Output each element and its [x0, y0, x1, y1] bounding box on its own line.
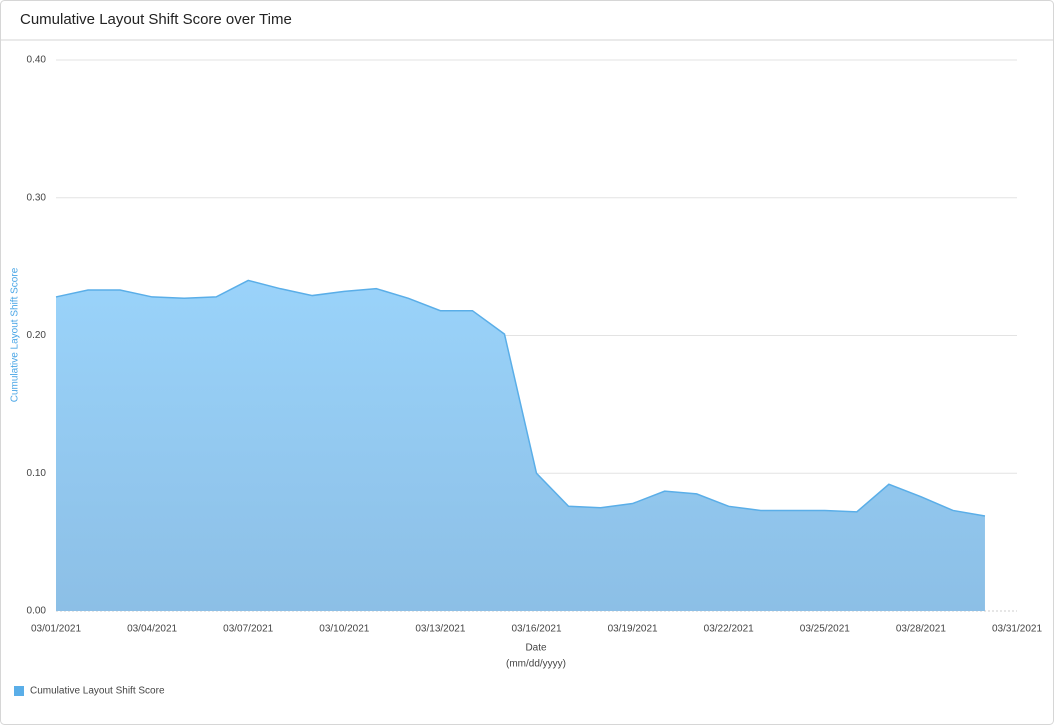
chart-title: Cumulative Layout Shift Score over Time [20, 11, 292, 28]
x-tick-label: 03/04/2021 [127, 624, 177, 635]
x-tick-label: 03/07/2021 [223, 624, 273, 635]
x-tick-label: 03/10/2021 [319, 624, 369, 635]
x-tick-label: 03/22/2021 [704, 624, 754, 635]
x-tick-label: 03/13/2021 [415, 624, 465, 635]
x-tick-label: 03/31/2021 [992, 624, 1042, 635]
y-tick-label: 0.10 [27, 468, 47, 479]
y-axis-label: Cumulative Layout Shift Score [10, 267, 21, 402]
x-tick-label: 03/16/2021 [511, 624, 561, 635]
x-tick-label: 03/28/2021 [896, 624, 946, 635]
legend-label: Cumulative Layout Shift Score [30, 686, 165, 697]
area [56, 280, 985, 611]
y-tick-label: 0.00 [27, 606, 47, 617]
y-tick-label: 0.20 [27, 330, 47, 341]
x-tick-label: 03/19/2021 [608, 624, 658, 635]
y-tick-label: 0.30 [27, 192, 47, 203]
x-tick-label: 03/25/2021 [800, 624, 850, 635]
x-axis-label: Date [525, 643, 547, 654]
legend-swatch [14, 686, 24, 696]
x-axis-sublabel: (mm/dd/yyyy) [506, 659, 566, 670]
x-tick-label: 03/01/2021 [31, 624, 81, 635]
y-tick-label: 0.40 [27, 55, 47, 66]
area-line [55, 279, 986, 517]
